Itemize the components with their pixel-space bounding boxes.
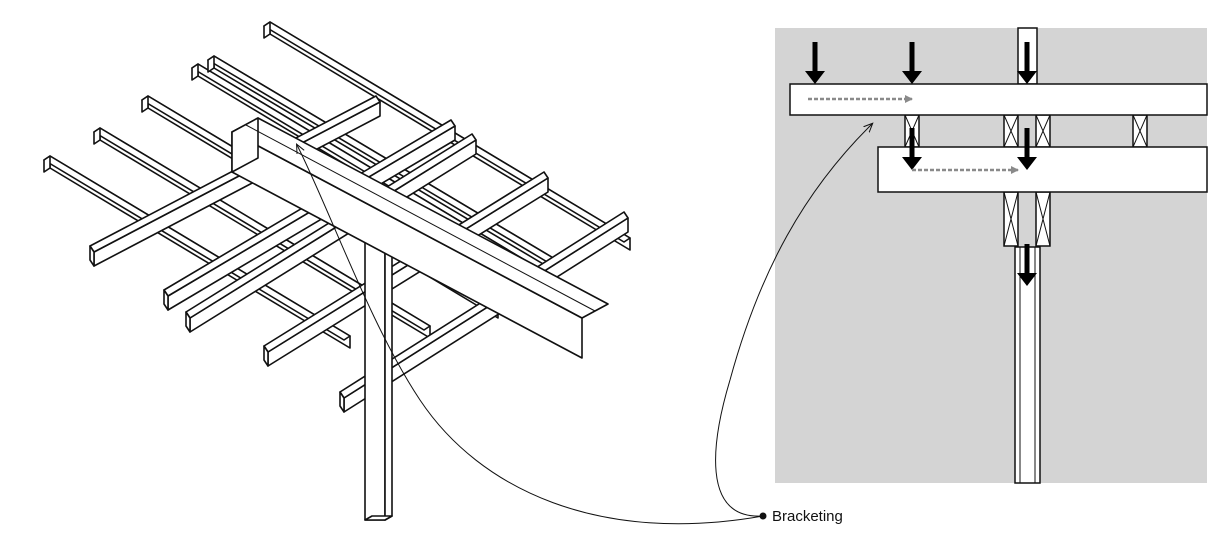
- load-arrows: [805, 42, 1037, 286]
- joist-section: [1003, 114, 1019, 148]
- down-arrow-icon: [902, 42, 922, 84]
- joist-section: [1035, 114, 1051, 148]
- callout-leader-to-section: [715, 124, 872, 517]
- cross-purlins: [89, 95, 629, 413]
- callout-label: Bracketing: [772, 508, 843, 525]
- callout-dot: [759, 512, 767, 520]
- lower-joist: [43, 155, 351, 349]
- down-arrow-icon: [1017, 42, 1037, 84]
- joist-section: [1132, 114, 1148, 148]
- callout: Bracketing: [297, 124, 872, 525]
- main-beam: [231, 117, 609, 359]
- callout-leader-to-pergola: [297, 145, 764, 525]
- down-arrow-icon: [902, 128, 922, 170]
- load-path-section: [775, 27, 1208, 484]
- down-arrow-icon: [1017, 244, 1037, 286]
- support-post: [364, 225, 393, 521]
- down-arrow-icon: [1017, 128, 1037, 170]
- pergola-isometric: [43, 21, 631, 521]
- down-arrow-icon: [805, 42, 825, 84]
